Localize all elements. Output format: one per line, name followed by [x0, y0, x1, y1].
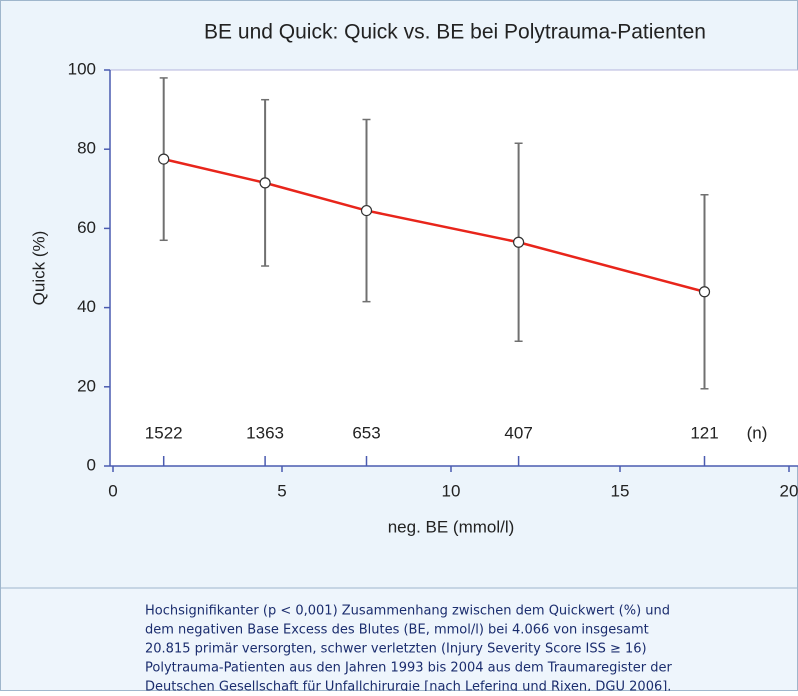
- data-point: [360, 204, 373, 217]
- plot-area: [110, 70, 798, 466]
- caption-line: dem negativen Base Excess des Blutes (BE…: [145, 623, 649, 638]
- y-axis-label: Quick (%): [29, 231, 48, 306]
- data-point: [259, 177, 271, 189]
- y-tick-label: 20: [77, 376, 96, 395]
- caption-line: Polytrauma-Patienten aus den Jahren 1993…: [145, 661, 673, 676]
- y-tick-label: 80: [77, 139, 96, 158]
- y-tick-label: 40: [77, 297, 96, 316]
- x-tick-label: 15: [611, 481, 630, 500]
- caption-line: 20.815 primär versorgten, schwer verletz…: [145, 642, 647, 657]
- n-label: 407: [504, 423, 532, 442]
- data-point: [158, 153, 170, 165]
- footer: [1, 589, 797, 690]
- chart-title: BE und Quick: Quick vs. BE bei Polytraum…: [204, 21, 706, 44]
- y-tick-label: 100: [68, 59, 96, 78]
- x-tick-label: 5: [277, 481, 286, 500]
- x-tick-label: 10: [442, 481, 461, 500]
- caption-line: Deutschen Gesellschaft für Unfallchirurg…: [145, 680, 671, 692]
- n-label: 653: [352, 423, 380, 442]
- data-point: [512, 236, 525, 248]
- x-axis-label: neg. BE (mmol/l): [388, 517, 515, 536]
- n-label: 121: [690, 423, 718, 442]
- data-point: [698, 286, 711, 298]
- n-unit-label: (n): [747, 423, 768, 442]
- n-label: 1363: [246, 423, 284, 442]
- n-label: 1522: [145, 423, 183, 442]
- y-tick-label: 60: [77, 218, 96, 237]
- x-tick-label: 0: [108, 481, 117, 500]
- y-tick-label: 0: [87, 455, 96, 474]
- x-tick-label: 20: [780, 481, 798, 500]
- caption-line: Hochsignifikanter (p < 0,001) Zusammenha…: [145, 604, 670, 619]
